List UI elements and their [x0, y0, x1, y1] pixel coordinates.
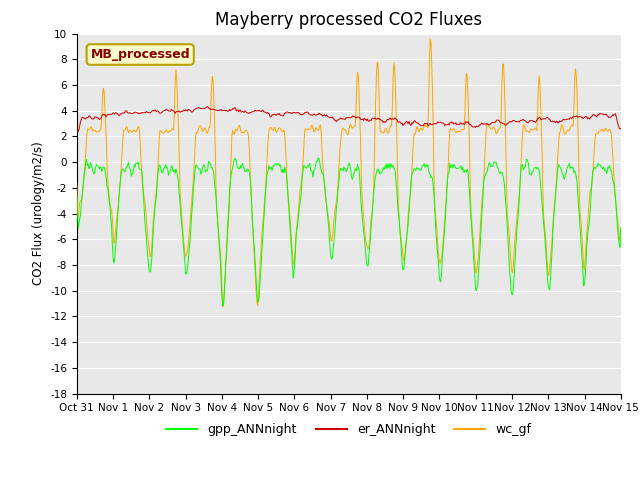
- Y-axis label: CO2 Flux (urology/m2/s): CO2 Flux (urology/m2/s): [31, 142, 45, 286]
- Legend: gpp_ANNnight, er_ANNnight, wc_gf: gpp_ANNnight, er_ANNnight, wc_gf: [161, 419, 536, 441]
- Title: Mayberry processed CO2 Fluxes: Mayberry processed CO2 Fluxes: [215, 11, 483, 29]
- Text: MB_processed: MB_processed: [90, 48, 190, 61]
